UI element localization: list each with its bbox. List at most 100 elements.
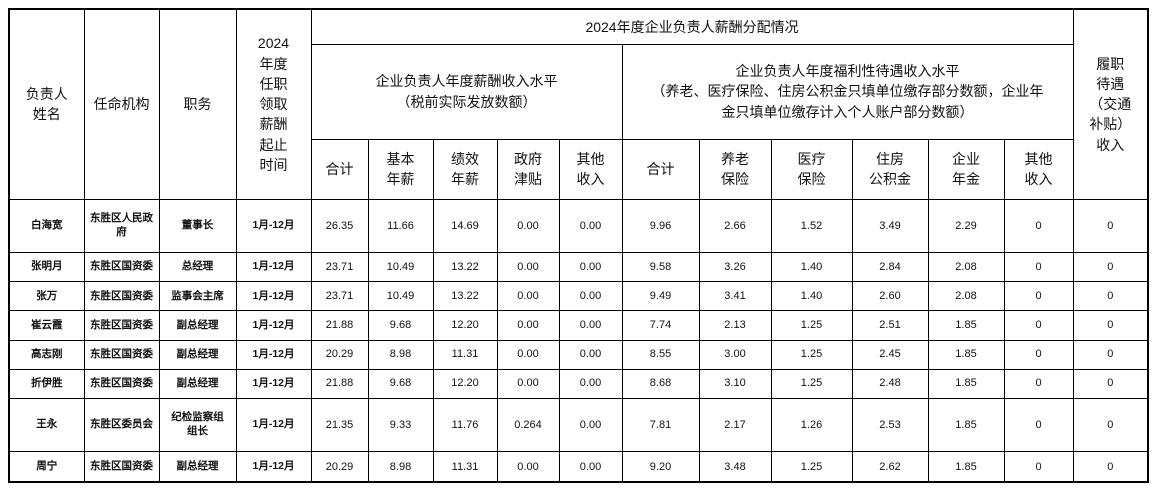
- cell-period: 1月-12月: [235, 451, 312, 483]
- cell-salary-base: 9.68: [367, 310, 434, 341]
- compensation-table: 负责人 姓名 任命机构 职务 2024 年度 任职 领取 薪酬 起止 时间 20…: [8, 8, 1150, 483]
- cell-welfare-housing-fund: 2.84: [851, 252, 929, 283]
- header-salary-base: 基本 年薪: [367, 138, 434, 200]
- cell-salary-total: 23.71: [310, 281, 369, 312]
- cell-welfare-other: 0: [1003, 368, 1074, 399]
- cell-agency: 东胜区国资委: [83, 281, 160, 312]
- header-salary-total: 合计: [310, 138, 369, 200]
- header-main-title: 2024年度企业负责人薪酬分配情况: [310, 8, 1074, 45]
- cell-welfare-pension: 2.17: [698, 397, 772, 453]
- cell-welfare-other: 0: [1003, 451, 1074, 483]
- cell-duty-allowance: 0: [1072, 252, 1149, 283]
- cell-salary-performance: 11.76: [432, 397, 498, 453]
- cell-salary-performance: 12.20: [432, 310, 498, 341]
- cell-welfare-medical: 1.40: [770, 252, 853, 283]
- cell-salary-base: 10.49: [367, 252, 434, 283]
- cell-welfare-housing-fund: 2.48: [851, 368, 929, 399]
- cell-salary-base: 9.33: [367, 397, 434, 453]
- cell-salary-performance: 14.69: [432, 198, 498, 254]
- cell-position: 监事会主席: [158, 281, 237, 312]
- cell-salary-total: 20.29: [310, 451, 369, 483]
- cell-duty-allowance: 0: [1072, 339, 1149, 370]
- table-row: 张明月 东胜区国资委 总经理 1月-12月 23.71 10.49 13.22 0.00 0.0…: [8, 252, 1149, 283]
- cell-salary-other: 0.00: [558, 339, 623, 370]
- cell-welfare-medical: 1.25: [770, 368, 853, 399]
- cell-welfare-annuity: 1.85: [927, 310, 1005, 341]
- cell-agency: 东胜区国资委: [83, 368, 160, 399]
- cell-welfare-total: 8.68: [621, 368, 700, 399]
- cell-salary-base: 9.68: [367, 368, 434, 399]
- cell-welfare-annuity: 1.85: [927, 451, 1005, 483]
- cell-name: 王永: [8, 397, 85, 453]
- cell-salary-other: 0.00: [558, 368, 623, 399]
- cell-name: 白海宽: [8, 198, 85, 254]
- cell-salary-total: 21.88: [310, 310, 369, 341]
- header-row-3: 合计 基本 年薪 绩效 年薪 政府 津贴 其他 收入 合计 养老 保险 医疗 保…: [9, 138, 1148, 200]
- header-row-2: 企业负责人年度薪酬收入水平 （税前实际发放数额） 企业负责人年度福利性待遇收入水…: [9, 43, 1148, 140]
- header-period: 2024 年度 任职 领取 薪酬 起止 时间: [235, 8, 312, 200]
- cell-welfare-medical: 1.25: [770, 451, 853, 483]
- cell-welfare-annuity: 2.29: [927, 198, 1005, 254]
- cell-salary-base: 8.98: [367, 451, 434, 483]
- cell-salary-gov-allowance: 0.00: [496, 281, 560, 312]
- cell-duty-allowance: 0: [1072, 281, 1149, 312]
- cell-welfare-pension: 2.66: [698, 198, 772, 254]
- cell-salary-gov-allowance: 0.00: [496, 368, 560, 399]
- cell-salary-total: 21.88: [310, 368, 369, 399]
- cell-name: 张明月: [8, 252, 85, 283]
- header-salary-group: 企业负责人年度薪酬收入水平 （税前实际发放数额）: [310, 43, 623, 140]
- cell-duty-allowance: 0: [1072, 397, 1149, 453]
- header-row-1: 负责人 姓名 任命机构 职务 2024 年度 任职 领取 薪酬 起止 时间 20…: [8, 8, 1149, 200]
- cell-welfare-medical: 1.26: [770, 397, 853, 453]
- cell-welfare-housing-fund: 2.45: [851, 339, 929, 370]
- cell-welfare-pension: 3.41: [698, 281, 772, 312]
- cell-agency: 东胜区国资委: [83, 252, 160, 283]
- cell-welfare-medical: 1.40: [770, 281, 853, 312]
- cell-name: 周宁: [8, 451, 85, 483]
- cell-position: 副总经理: [158, 368, 237, 399]
- cell-salary-other: 0.00: [558, 281, 623, 312]
- cell-agency: 东胜区国资委: [83, 310, 160, 341]
- cell-welfare-total: 7.74: [621, 310, 700, 341]
- header-welfare-group: 企业负责人年度福利性待遇收入水平 （养老、医疗保险、住房公积金只填单位缴存部分数…: [621, 43, 1074, 140]
- table-row: 崔云霞 东胜区国资委 副总经理 1月-12月 21.88 9.68 12.20 0.00 0.0…: [8, 310, 1149, 341]
- cell-position: 纪检监察组 组长: [158, 397, 237, 453]
- cell-salary-base: 10.49: [367, 281, 434, 312]
- cell-position: 副总经理: [158, 310, 237, 341]
- cell-welfare-total: 9.58: [621, 252, 700, 283]
- table-header: 负责人 姓名 任命机构 职务 2024 年度 任职 领取 薪酬 起止 时间 20…: [8, 8, 1149, 200]
- cell-duty-allowance: 0: [1072, 198, 1149, 254]
- cell-welfare-housing-fund: 2.62: [851, 451, 929, 483]
- cell-name: 折伊胜: [8, 368, 85, 399]
- cell-welfare-other: 0: [1003, 310, 1074, 341]
- cell-duty-allowance: 0: [1072, 368, 1149, 399]
- cell-salary-base: 8.98: [367, 339, 434, 370]
- cell-salary-performance: 12.20: [432, 368, 498, 399]
- cell-salary-performance: 13.22: [432, 281, 498, 312]
- table-row: 白海宽 东胜区人民政府 董事长 1月-12月 26.35 11.66 14.69 0.00 0.…: [8, 198, 1149, 254]
- cell-period: 1月-12月: [235, 368, 312, 399]
- cell-period: 1月-12月: [235, 281, 312, 312]
- header-pension: 养老 保险: [698, 138, 772, 200]
- cell-welfare-total: 7.81: [621, 397, 700, 453]
- cell-welfare-total: 9.20: [621, 451, 700, 483]
- table-row: 王永 东胜区委员会 纪检监察组 组长 1月-12月 21.35 9.33 11.76 0.26…: [8, 397, 1149, 453]
- cell-salary-gov-allowance: 0.00: [496, 252, 560, 283]
- cell-duty-allowance: 0: [1072, 451, 1149, 483]
- cell-agency: 东胜区国资委: [83, 339, 160, 370]
- cell-welfare-pension: 3.10: [698, 368, 772, 399]
- cell-salary-gov-allowance: 0.00: [496, 451, 560, 483]
- cell-salary-base: 11.66: [367, 198, 434, 254]
- cell-salary-gov-allowance: 0.264: [496, 397, 560, 453]
- cell-period: 1月-12月: [235, 339, 312, 370]
- cell-agency: 东胜区人民政府: [83, 198, 160, 254]
- cell-salary-total: 26.35: [310, 198, 369, 254]
- cell-welfare-other: 0: [1003, 339, 1074, 370]
- cell-salary-performance: 11.31: [432, 339, 498, 370]
- cell-duty-allowance: 0: [1072, 310, 1149, 341]
- cell-name: 张万: [8, 281, 85, 312]
- cell-salary-total: 23.71: [310, 252, 369, 283]
- header-duty-allowance: 履职 待遇 （交通 补贴） 收入: [1072, 8, 1149, 200]
- header-welfare-total: 合计: [621, 138, 700, 200]
- cell-welfare-housing-fund: 2.60: [851, 281, 929, 312]
